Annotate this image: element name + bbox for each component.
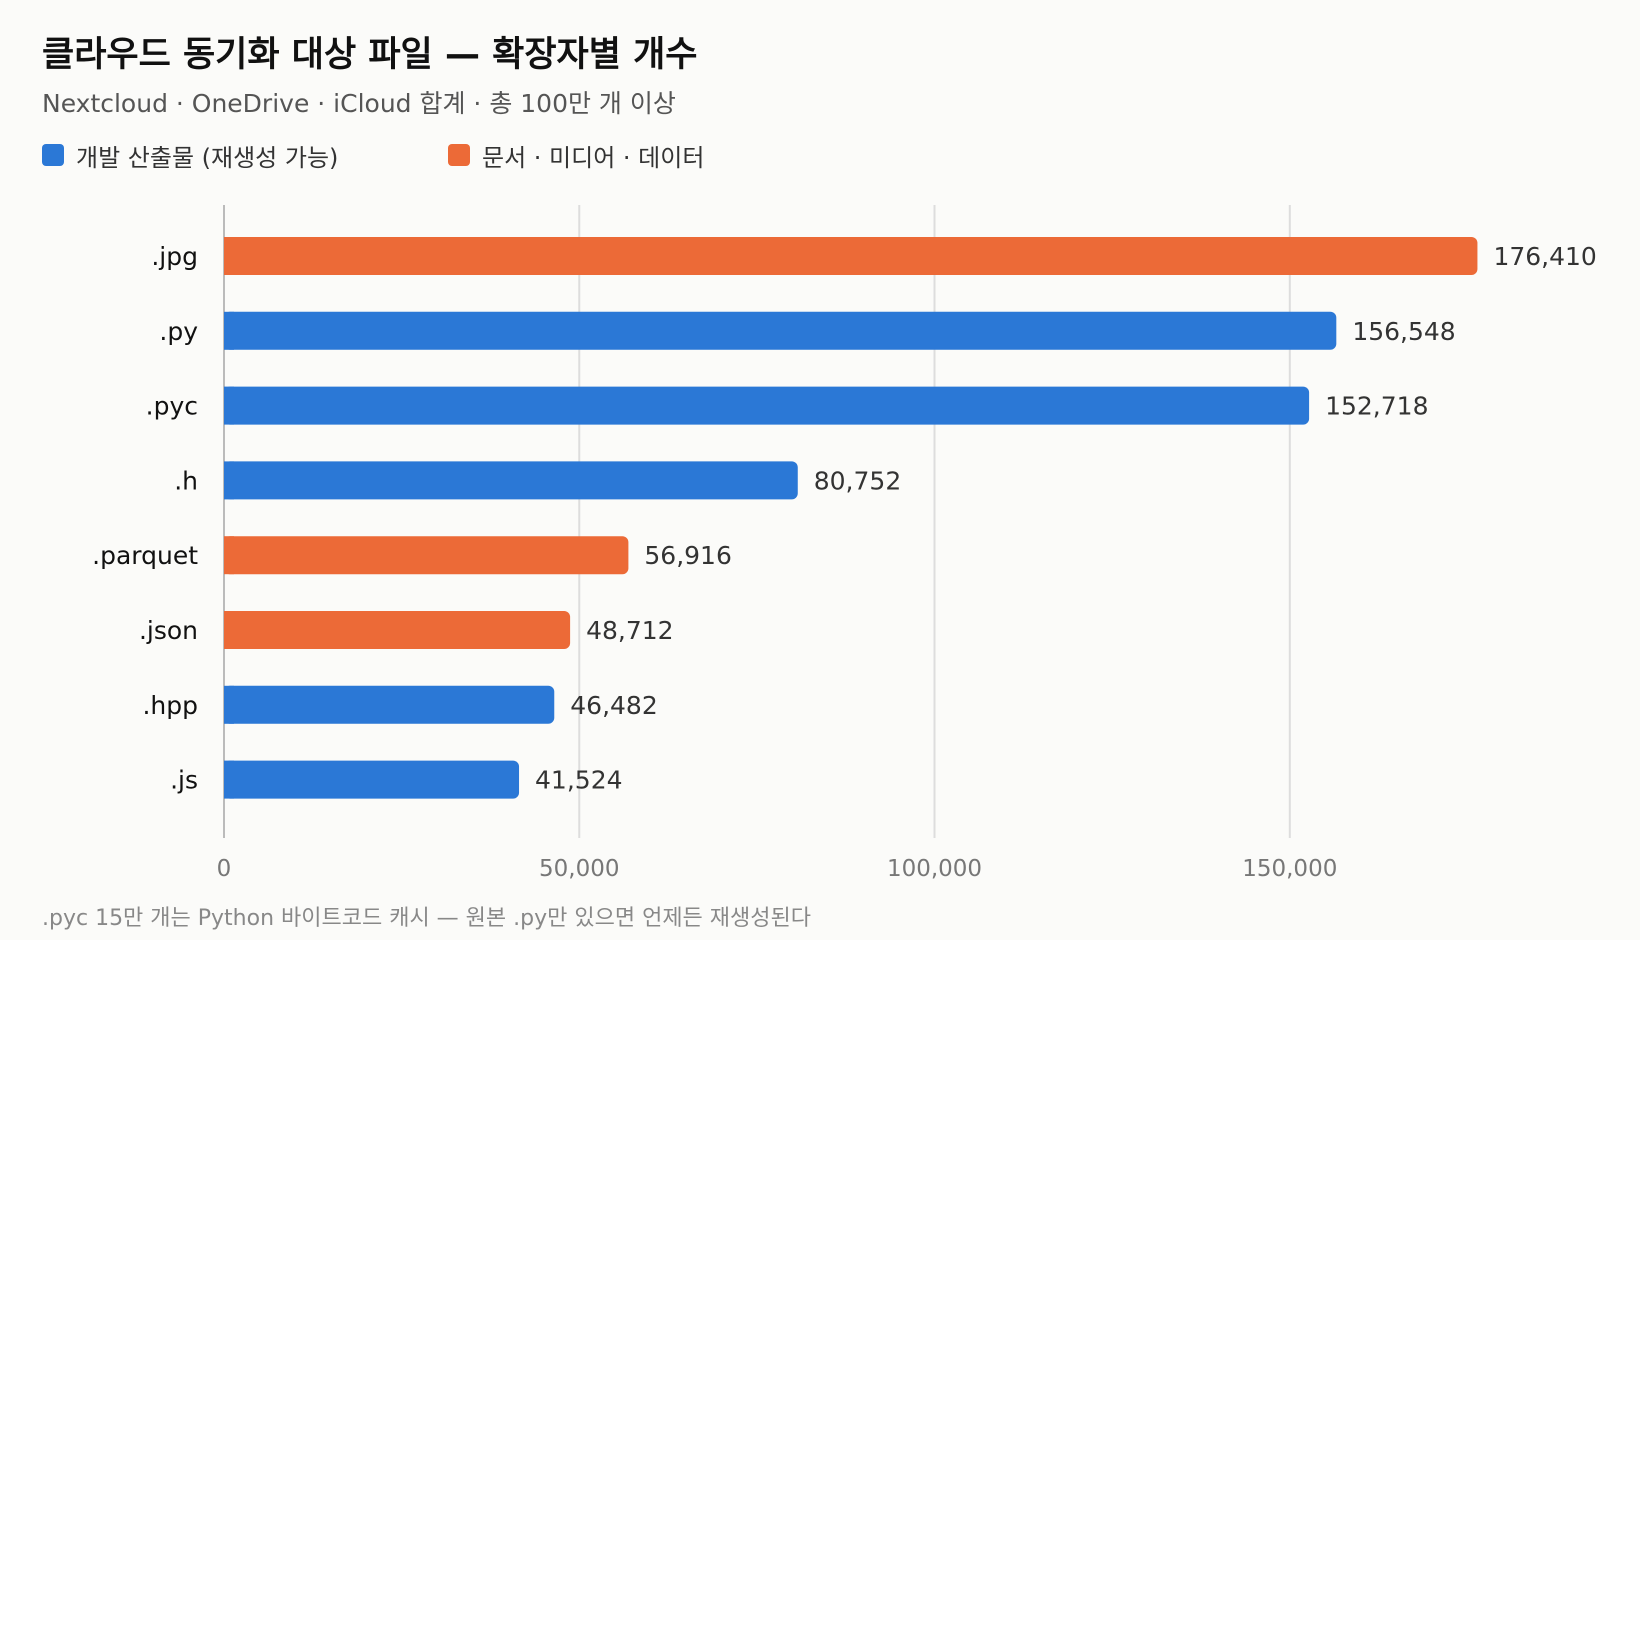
bar-edge bbox=[224, 760, 234, 799]
legend-swatch-dev bbox=[42, 144, 64, 166]
category-label: .hpp bbox=[142, 691, 198, 720]
value-label: 156,548 bbox=[1352, 317, 1455, 346]
value-label: 152,718 bbox=[1325, 392, 1428, 421]
x-tick-label: 150,000 bbox=[1242, 856, 1337, 882]
category-label: .h bbox=[174, 466, 198, 495]
x-tick-label: 100,000 bbox=[887, 856, 982, 882]
bar-edge bbox=[224, 536, 234, 575]
bar bbox=[224, 237, 1478, 275]
legend-label-dev: 개발 산출물 (재생성 가능) bbox=[76, 143, 339, 172]
category-label: .json bbox=[139, 616, 198, 645]
legend-item-dev: 개발 산출물 (재생성 가능) bbox=[42, 138, 338, 172]
category-label: .jpg bbox=[151, 242, 198, 271]
bar-edge bbox=[224, 461, 234, 500]
chart-title: 클라우드 동기화 대상 파일 — 확장자별 개수 bbox=[42, 35, 698, 75]
bar-edge bbox=[224, 311, 234, 350]
value-label: 48,712 bbox=[586, 616, 673, 645]
bar-edge bbox=[224, 386, 234, 425]
category-label: .js bbox=[170, 766, 198, 795]
value-label: 176,410 bbox=[1493, 242, 1596, 271]
bar bbox=[224, 386, 1310, 425]
chart-footnote: .pyc 15만 개는 Python 바이트코드 캐시 — 원본 .py만 있으… bbox=[42, 906, 811, 931]
bar bbox=[224, 311, 1337, 350]
category-label: .py bbox=[159, 317, 198, 346]
category-label: .parquet bbox=[92, 541, 198, 570]
bar bbox=[224, 536, 629, 575]
legend-label-doc: 문서 · 미디어 · 데이터 bbox=[482, 143, 705, 172]
bar bbox=[224, 461, 798, 500]
legend-swatch-doc bbox=[448, 144, 470, 166]
category-label: .pyc bbox=[146, 392, 198, 421]
bar-edge bbox=[224, 685, 234, 724]
x-tick-label: 50,000 bbox=[539, 856, 619, 882]
legend-item-doc: 문서 · 미디어 · 데이터 bbox=[448, 138, 704, 172]
value-label: 80,752 bbox=[814, 466, 901, 495]
value-label: 56,916 bbox=[644, 541, 731, 570]
bar bbox=[224, 760, 520, 799]
bar bbox=[224, 611, 571, 649]
x-tick-label: 0 bbox=[217, 856, 232, 882]
chart-subtitle: Nextcloud · OneDrive · iCloud 합계 · 총 100… bbox=[42, 89, 676, 118]
bar bbox=[224, 685, 555, 724]
bar-edge bbox=[224, 611, 234, 649]
value-label: 41,524 bbox=[535, 766, 622, 795]
bar-chart: 0 50,000 100,000 150,000 .jpg 176,410 .py 156,5… bbox=[92, 205, 1597, 882]
chart-panel: 클라우드 동기화 대상 파일 — 확장자별 개수 Nextcloud · One… bbox=[42, 35, 1597, 931]
bar-edge bbox=[224, 237, 234, 275]
value-label: 46,482 bbox=[570, 691, 657, 720]
